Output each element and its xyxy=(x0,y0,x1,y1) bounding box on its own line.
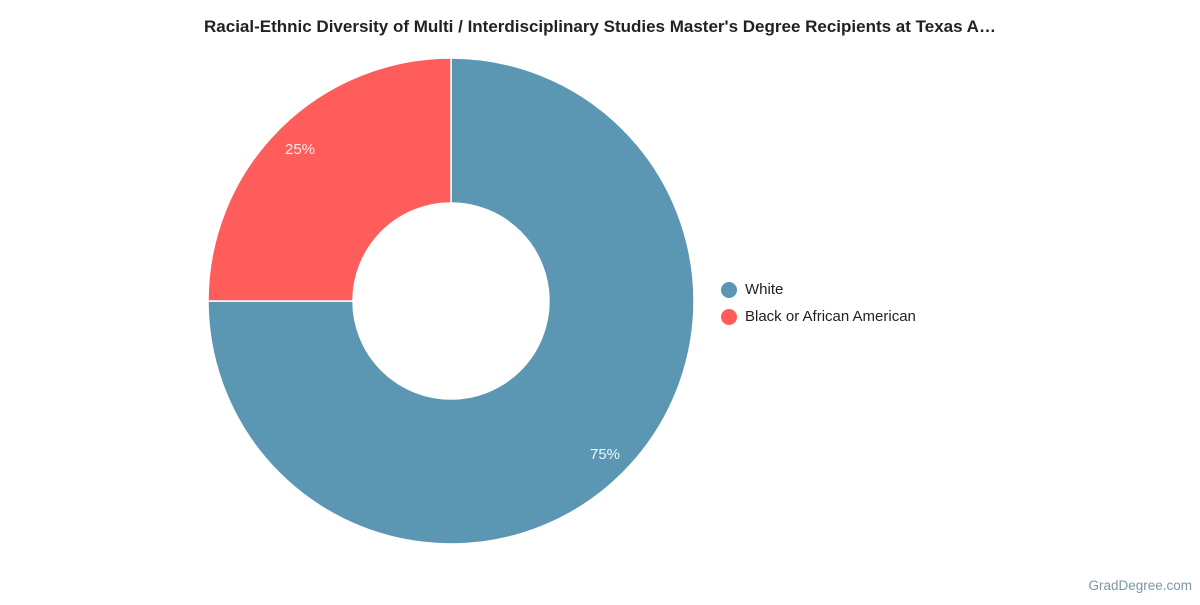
svg-text:25%: 25% xyxy=(285,141,315,158)
svg-text:75%: 75% xyxy=(590,446,620,463)
